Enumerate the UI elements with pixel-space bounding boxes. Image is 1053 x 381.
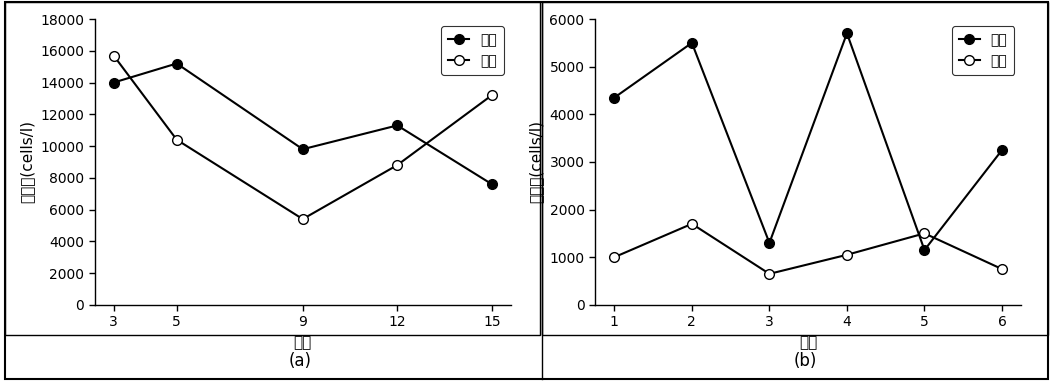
저층 — [391, 163, 403, 167]
Line: 표층: 표층 — [610, 29, 1007, 255]
X-axis label: 정점: 정점 — [799, 335, 817, 350]
표층 — [918, 248, 931, 252]
저층 — [686, 221, 698, 226]
표층 — [763, 241, 776, 245]
표층 — [608, 95, 620, 100]
표층 — [996, 148, 1009, 152]
Legend: 표층, 저층: 표층, 저층 — [441, 26, 503, 75]
Line: 저층: 저층 — [108, 51, 497, 224]
저층 — [763, 272, 776, 276]
표층 — [686, 41, 698, 45]
표층 — [297, 147, 310, 152]
Legend: 표층, 저층: 표층, 저층 — [952, 26, 1014, 75]
표층 — [840, 31, 853, 36]
표층 — [107, 80, 120, 85]
저층 — [918, 231, 931, 235]
저층 — [608, 255, 620, 259]
Y-axis label: 현존량(cells/l): 현존량(cells/l) — [529, 120, 543, 203]
저층 — [996, 267, 1009, 271]
저층 — [485, 93, 498, 98]
Text: (b): (b) — [794, 352, 817, 370]
Line: 표층: 표층 — [108, 59, 497, 189]
저층 — [107, 53, 120, 58]
표층 — [485, 182, 498, 186]
표층 — [391, 123, 403, 128]
X-axis label: 정점: 정점 — [294, 335, 312, 350]
Line: 저층: 저층 — [610, 219, 1007, 279]
저층 — [171, 138, 183, 142]
Text: (a): (a) — [289, 352, 312, 370]
저층 — [297, 217, 310, 221]
저층 — [840, 253, 853, 257]
Y-axis label: 현존량(cells/l): 현존량(cells/l) — [20, 120, 35, 203]
표층 — [171, 61, 183, 66]
